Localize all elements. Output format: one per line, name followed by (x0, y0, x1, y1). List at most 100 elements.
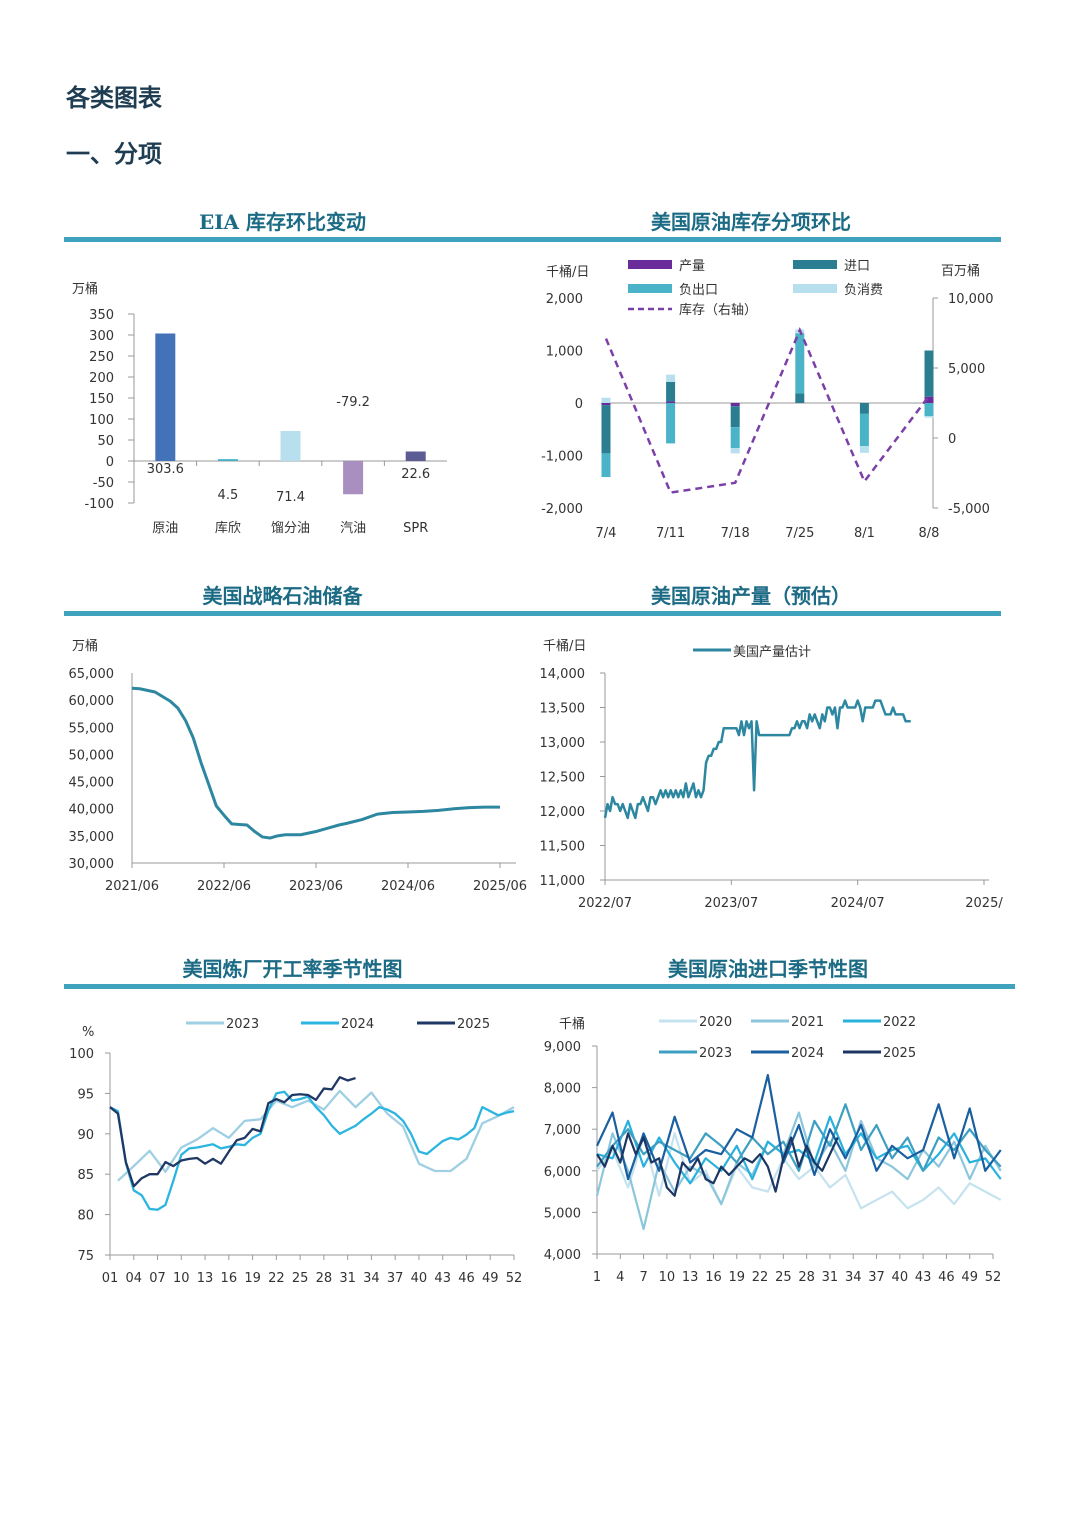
x-tick-label: 10 (659, 1270, 676, 1285)
y-tick-label: 100 (69, 1047, 94, 1062)
title-underline (521, 984, 1015, 989)
spr-chart: 万桶 65,000 60,000 55,000 50,000 45,000 40,000 35… (69, 639, 528, 894)
y-tick-label: 6,000 (544, 1165, 581, 1180)
y-tick-label: 60,000 (69, 694, 115, 709)
x-tick-label: 04 (125, 1271, 142, 1286)
right-unit-label: 百万桶 (941, 264, 980, 279)
production-chart: 千桶/日 美国产量估计 14,000 13,500 13,000 12,500 12,000… (540, 639, 1004, 911)
y-tick-label: -1,000 (541, 450, 583, 465)
bar-库欣 (217, 459, 238, 461)
x-tick-label: 07 (149, 1271, 166, 1286)
legend-label: 进口 (844, 259, 870, 274)
spr-line (131, 686, 500, 840)
bar-segment-负出口 (795, 333, 805, 394)
y-tick-label: 95 (77, 1087, 94, 1102)
imports-panel: 美国原油进口季节性图 千桶 9,000 8,000 7,000 6,000 5,000 4,… (521, 953, 1015, 1293)
x-tick-label: 46 (458, 1271, 475, 1286)
y-tick-label: 1,000 (546, 345, 583, 360)
refinery-chart: % 100 95 90 85 80 75 01 04 07 10 13 16 19 22 25 28 31 34 37… (69, 1017, 522, 1286)
series-line-2025 (596, 1132, 839, 1197)
bar-segment-负消费 (601, 397, 611, 403)
x-tick-label: 2023/07 (704, 896, 758, 911)
x-tick-label: 2021/06 (105, 879, 159, 894)
y2-tick-label: -5,000 (948, 502, 990, 517)
y-tick-label: -50 (93, 476, 114, 491)
data-label: 71.4 (276, 490, 305, 505)
x-tick-label: 2022/07 (578, 896, 632, 911)
y-tick-label: 65,000 (69, 667, 115, 682)
bar-segment-产量 (601, 403, 611, 406)
bar-segment-负出口 (666, 403, 676, 444)
y-tick-label: 150 (89, 392, 114, 407)
x-tick-label: 34 (363, 1271, 380, 1286)
bar-segment-产量 (924, 396, 934, 403)
x-tick-label: 8/8 (919, 526, 940, 541)
x-tick-label: 7 (639, 1270, 647, 1285)
x-tick-label: SPR (403, 521, 428, 536)
production-line (603, 699, 911, 820)
x-tick-label: 49 (961, 1270, 978, 1285)
series-line-2023 (117, 1089, 515, 1182)
y-tick-label: 85 (77, 1168, 94, 1183)
bar-segment-进口 (601, 405, 611, 454)
legend-label: 2021 (791, 1015, 824, 1030)
legend-label: 负消费 (844, 283, 883, 298)
x-tick-label: 19 (244, 1271, 261, 1286)
x-tick-label: 2024/07 (831, 896, 885, 911)
y-tick-label: 35,000 (69, 830, 115, 845)
y-tick-label: 2,000 (546, 292, 583, 307)
legend-label: 2023 (699, 1046, 732, 1061)
x-tick-label: 2024/06 (381, 879, 435, 894)
x-tick-label: 7/4 (596, 526, 617, 541)
x-tick-label: 2025/ (965, 896, 1003, 911)
series-line-2024 (596, 1074, 1002, 1181)
bar-segment-负消费 (859, 446, 869, 453)
y-tick-label: 80 (77, 1209, 94, 1224)
x-tick-label: 40 (411, 1271, 428, 1286)
legend-label: 负出口 (679, 283, 718, 298)
y-tick-label: 0 (106, 455, 114, 470)
breakdown-title: 美国原油库存分项环比 (651, 210, 851, 234)
x-tick-label: 汽油 (340, 521, 366, 536)
bar-segment-负消费 (730, 448, 740, 454)
x-tick-label: 34 (845, 1270, 862, 1285)
x-tick-label: 7/11 (656, 526, 685, 541)
y-tick-label: -2,000 (541, 502, 583, 517)
x-tick-label: 28 (798, 1270, 815, 1285)
bar-segment-产量 (666, 401, 676, 403)
x-tick-label: 10 (173, 1271, 190, 1286)
x-tick-label: 25 (775, 1270, 792, 1285)
x-tick-label: 原油 (152, 521, 178, 536)
y-tick-label: 50,000 (69, 748, 115, 763)
x-tick-label: 22 (752, 1270, 769, 1285)
bar-segment-产量 (730, 403, 740, 407)
y-tick-label: 9,000 (544, 1040, 581, 1055)
data-label: 303.6 (147, 462, 184, 477)
x-tick-label: 库欣 (215, 520, 241, 536)
y-tick-label: 45,000 (69, 776, 115, 791)
y-tick-label: 200 (89, 371, 114, 386)
x-tick-label: 46 (938, 1270, 955, 1285)
unit-label: 千桶/日 (543, 639, 586, 654)
spr-title: 美国战略石油储备 (202, 584, 363, 608)
y-tick-label: 4,000 (544, 1248, 581, 1263)
bar-segment-负消费 (666, 374, 676, 382)
data-label: -79.2 (336, 395, 370, 410)
y2-tick-label: 5,000 (948, 362, 985, 377)
data-label: 22.6 (401, 467, 430, 482)
x-tick-label: 2022/06 (197, 879, 251, 894)
y2-tick-label: 10,000 (948, 292, 994, 307)
eia-title: EIA 库存环比变动 (198, 210, 367, 234)
series-line-2022 (596, 1115, 1002, 1185)
x-tick-label: 22 (268, 1271, 285, 1286)
legend-label: 库存（右轴） (679, 302, 757, 318)
refinery-title: 美国炼厂开工率季节性图 (182, 957, 403, 981)
series-line-2024 (109, 1090, 515, 1211)
y-tick-label: 11,500 (540, 840, 586, 855)
subsection-heading: 一、分项 (66, 139, 162, 168)
series-line-2025 (109, 1076, 356, 1188)
bar-segment-负出口 (730, 427, 740, 449)
x-tick-label: 25 (292, 1271, 309, 1286)
y-tick-label: 350 (89, 308, 114, 323)
legend-label: 美国产量估计 (733, 645, 811, 660)
